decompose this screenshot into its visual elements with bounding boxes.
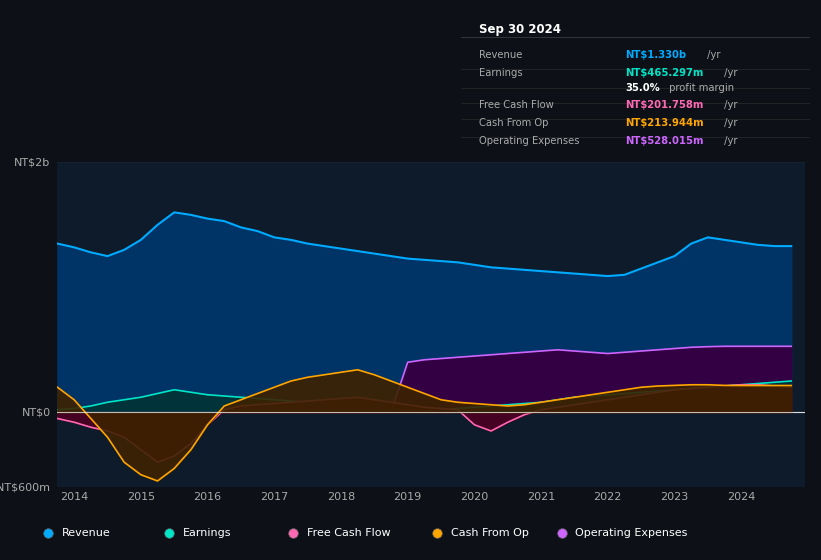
Text: 35.0%: 35.0%	[626, 83, 660, 94]
Text: NT$213.944m: NT$213.944m	[626, 118, 704, 128]
Text: Operating Expenses: Operating Expenses	[576, 529, 687, 538]
Text: Cash From Op: Cash From Op	[451, 529, 529, 538]
Text: NT$201.758m: NT$201.758m	[626, 100, 704, 110]
Text: NT$528.015m: NT$528.015m	[626, 136, 704, 146]
Text: Free Cash Flow: Free Cash Flow	[479, 100, 553, 110]
Text: /yr: /yr	[722, 68, 738, 78]
Text: /yr: /yr	[722, 100, 738, 110]
Text: Cash From Op: Cash From Op	[479, 118, 548, 128]
Text: Revenue: Revenue	[62, 529, 110, 538]
Text: NT$1.330b: NT$1.330b	[626, 49, 686, 59]
Text: Earnings: Earnings	[182, 529, 231, 538]
Text: Earnings: Earnings	[479, 68, 522, 78]
Text: Operating Expenses: Operating Expenses	[479, 136, 580, 146]
Text: /yr: /yr	[704, 49, 720, 59]
Text: -NT$600m: -NT$600m	[0, 482, 51, 492]
Text: profit margin: profit margin	[666, 83, 734, 94]
Text: Free Cash Flow: Free Cash Flow	[307, 529, 391, 538]
Text: NT$0: NT$0	[21, 407, 51, 417]
Text: NT$2b: NT$2b	[14, 157, 51, 167]
Text: /yr: /yr	[722, 118, 738, 128]
Text: NT$465.297m: NT$465.297m	[626, 68, 704, 78]
Text: /yr: /yr	[722, 136, 738, 146]
Text: Revenue: Revenue	[479, 49, 522, 59]
Text: Sep 30 2024: Sep 30 2024	[479, 23, 561, 36]
